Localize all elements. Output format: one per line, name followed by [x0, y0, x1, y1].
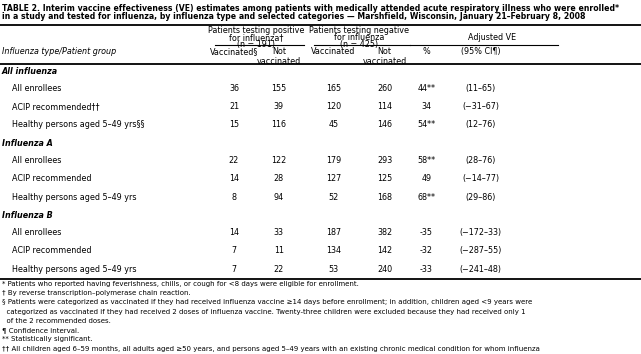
Text: Influenza B: Influenza B — [2, 211, 53, 220]
Text: Vaccinated§: Vaccinated§ — [210, 47, 258, 56]
Text: vaccinated: vaccinated — [362, 57, 407, 65]
Text: 146: 146 — [377, 120, 392, 129]
Text: All enrollees: All enrollees — [12, 84, 61, 92]
Text: 21: 21 — [229, 102, 239, 111]
Text: 8: 8 — [231, 193, 237, 201]
Text: of the 2 recommended doses.: of the 2 recommended doses. — [2, 318, 111, 324]
Text: 39: 39 — [274, 102, 284, 111]
Text: Not: Not — [378, 47, 392, 56]
Text: %: % — [422, 47, 430, 56]
Text: 44**: 44** — [417, 84, 435, 92]
Text: 127: 127 — [326, 174, 341, 183]
Text: 58**: 58** — [417, 156, 435, 165]
Text: 168: 168 — [377, 193, 392, 201]
Text: (−241–48): (−241–48) — [460, 265, 502, 274]
Text: 49: 49 — [421, 174, 431, 183]
Text: 114: 114 — [377, 102, 392, 111]
Text: -32: -32 — [420, 246, 433, 255]
Text: Patients testing negative: Patients testing negative — [309, 26, 409, 35]
Text: Influenza A: Influenza A — [2, 139, 53, 148]
Text: (−172–33): (−172–33) — [460, 228, 502, 237]
Text: TABLE 2. Interim vaccine effectiveness (VE) estimates among patients with medica: TABLE 2. Interim vaccine effectiveness (… — [2, 4, 619, 12]
Text: 54**: 54** — [417, 120, 435, 129]
Text: (29–86): (29–86) — [465, 193, 496, 201]
Text: -35: -35 — [420, 228, 433, 237]
Text: All enrollees: All enrollees — [12, 156, 61, 165]
Text: 125: 125 — [377, 174, 392, 183]
Text: 33: 33 — [274, 228, 284, 237]
Text: (11–65): (11–65) — [465, 84, 496, 92]
Text: 142: 142 — [377, 246, 392, 255]
Text: 11: 11 — [274, 246, 284, 255]
Text: 179: 179 — [326, 156, 341, 165]
Text: All enrollees: All enrollees — [12, 228, 61, 237]
Text: ACIP recommended: ACIP recommended — [12, 174, 91, 183]
Text: 260: 260 — [377, 84, 392, 92]
Text: Healthy persons aged 5–49 yrs§§: Healthy persons aged 5–49 yrs§§ — [12, 120, 144, 129]
Text: 134: 134 — [326, 246, 341, 255]
Text: vaccinated: vaccinated — [256, 57, 301, 65]
Text: 120: 120 — [326, 102, 341, 111]
Text: 293: 293 — [377, 156, 392, 165]
Text: Healthy persons aged 5–49 yrs: Healthy persons aged 5–49 yrs — [12, 193, 136, 201]
Text: All influenza: All influenza — [2, 67, 58, 75]
Text: (12–76): (12–76) — [465, 120, 496, 129]
Text: 68**: 68** — [417, 193, 435, 201]
Text: 53: 53 — [328, 265, 338, 274]
Text: (95% CI¶): (95% CI¶) — [461, 47, 501, 56]
Text: 22: 22 — [274, 265, 284, 274]
Text: (28–76): (28–76) — [465, 156, 496, 165]
Text: (n = 425): (n = 425) — [340, 40, 378, 49]
Text: (−287–55): (−287–55) — [460, 246, 502, 255]
Text: ** Statistically significant.: ** Statistically significant. — [2, 336, 92, 342]
Text: Influenza type/Patient group: Influenza type/Patient group — [2, 47, 116, 56]
Text: categorized as vaccinated if they had received 2 doses of influenza vaccine. Twe: categorized as vaccinated if they had re… — [2, 309, 526, 315]
Text: Adjusted VE: Adjusted VE — [468, 33, 516, 42]
Text: Vaccinated: Vaccinated — [311, 47, 356, 56]
Text: 155: 155 — [271, 84, 287, 92]
Text: (−31–67): (−31–67) — [462, 102, 499, 111]
Text: 7: 7 — [231, 246, 237, 255]
Text: 122: 122 — [271, 156, 287, 165]
Text: Healthy persons aged 5–49 yrs: Healthy persons aged 5–49 yrs — [12, 265, 136, 274]
Text: 14: 14 — [229, 228, 239, 237]
Text: for influenza†: for influenza† — [229, 33, 283, 42]
Text: (−14–77): (−14–77) — [462, 174, 499, 183]
Text: in a study and tested for influenza, by influenza type and selected categories —: in a study and tested for influenza, by … — [2, 12, 585, 21]
Text: 187: 187 — [326, 228, 341, 237]
Text: 15: 15 — [229, 120, 239, 129]
Text: § Patients were categorized as vaccinated if they had received influenza vaccine: § Patients were categorized as vaccinate… — [2, 299, 532, 306]
Text: 22: 22 — [229, 156, 239, 165]
Text: 7: 7 — [231, 265, 237, 274]
Text: 36: 36 — [229, 84, 239, 92]
Text: ACIP recommended††: ACIP recommended†† — [12, 102, 99, 111]
Text: 14: 14 — [229, 174, 239, 183]
Text: 240: 240 — [377, 265, 392, 274]
Text: 116: 116 — [271, 120, 287, 129]
Text: Not: Not — [272, 47, 286, 56]
Text: 52: 52 — [328, 193, 338, 201]
Text: Patients testing positive: Patients testing positive — [208, 26, 304, 35]
Text: 382: 382 — [377, 228, 392, 237]
Text: 28: 28 — [274, 174, 284, 183]
Text: (n = 191): (n = 191) — [237, 40, 276, 49]
Text: -33: -33 — [420, 265, 433, 274]
Text: 94: 94 — [274, 193, 284, 201]
Text: ¶ Confidence interval.: ¶ Confidence interval. — [2, 327, 79, 333]
Text: 165: 165 — [326, 84, 341, 92]
Text: for influenza: for influenza — [334, 33, 384, 42]
Text: ACIP recommended: ACIP recommended — [12, 246, 91, 255]
Text: 34: 34 — [421, 102, 431, 111]
Text: †† All children aged 6–59 months, all adults aged ≥50 years, and persons aged 5–: †† All children aged 6–59 months, all ad… — [2, 346, 540, 352]
Text: * Patients who reported having feverishness, chills, or cough for <8 days were e: * Patients who reported having feverishn… — [2, 281, 359, 287]
Text: 45: 45 — [328, 120, 338, 129]
Text: † By reverse transcription–polymerase chain reaction.: † By reverse transcription–polymerase ch… — [2, 290, 190, 296]
